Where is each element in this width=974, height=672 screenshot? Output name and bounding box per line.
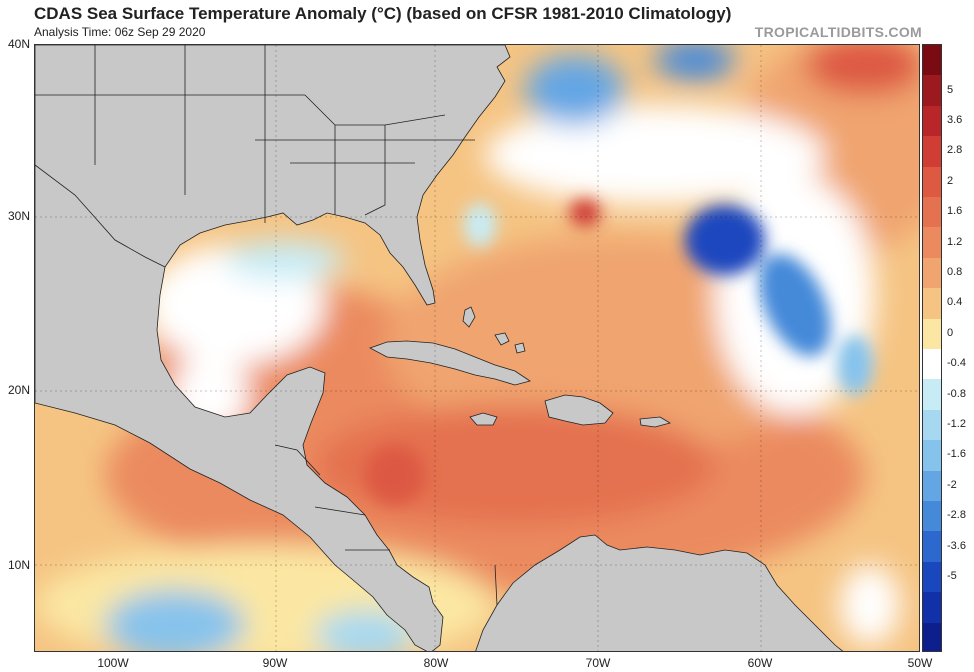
hispaniola-land xyxy=(544,394,614,426)
central-america-lines xyxy=(274,444,498,606)
colorbar-label: -3.6 xyxy=(947,539,966,552)
puerto-rico-land xyxy=(639,416,672,428)
honduras-warm xyxy=(365,445,425,505)
colorbar-label: -2 xyxy=(947,478,957,491)
colorbar-segment xyxy=(923,501,941,532)
land xyxy=(35,45,844,651)
ne-warm-spot xyxy=(805,45,919,95)
colorbar-segment xyxy=(923,470,941,502)
colorbar-segment xyxy=(923,531,941,563)
colorbar-label: -0.8 xyxy=(947,387,966,400)
colorbar-label: 0.4 xyxy=(947,296,963,309)
north-cool xyxy=(655,45,735,80)
colorbar-segment xyxy=(923,105,941,137)
lat-label-30n: 30N xyxy=(7,209,30,223)
colorbar-label: 1.6 xyxy=(947,205,963,218)
colorbar-label: 0 xyxy=(947,326,954,339)
colorbar-label: 1.2 xyxy=(947,235,963,248)
anomaly-field xyxy=(35,45,919,651)
colorbar-segment xyxy=(923,136,941,168)
cold-band xyxy=(759,253,831,357)
lat-label-40n: 40N xyxy=(7,37,30,51)
colorbar-label: -0.4 xyxy=(947,357,966,370)
lat-label-20n: 20N xyxy=(7,383,30,397)
colorbar-segment xyxy=(923,440,941,472)
east-atlantic-neutral xyxy=(840,565,900,645)
colorbar-label: -1.6 xyxy=(947,448,966,461)
cuba-land xyxy=(369,340,531,386)
colorbar-label: 0.8 xyxy=(947,266,963,278)
colorbar-segment xyxy=(923,75,941,107)
cool-eddy xyxy=(464,203,496,247)
colorbar-segment xyxy=(923,622,941,651)
bahamas-land xyxy=(462,306,526,354)
colorbar-label: -1.2 xyxy=(947,418,966,430)
colorbar-label: 5 xyxy=(947,83,954,96)
lon-label-50w: 50W xyxy=(907,656,933,670)
lon-label-70w: 70W xyxy=(585,656,611,670)
chart-title: CDAS Sea Surface Temperature Anomaly (°C… xyxy=(34,4,732,23)
jamaica-land xyxy=(469,412,498,426)
source-watermark: TROPICALTIDBITS.COM xyxy=(754,24,922,40)
colorbar-segment xyxy=(923,409,941,441)
colorbar-segment xyxy=(923,561,941,593)
lon-label-60w: 60W xyxy=(747,656,773,670)
colorbar-label: -2.8 xyxy=(947,509,966,522)
se-pacific-cool xyxy=(315,610,415,651)
warm-eddy xyxy=(569,199,601,227)
lon-label-90w: 90W xyxy=(262,656,288,670)
pacific-cool xyxy=(105,590,245,651)
colorbar-segment xyxy=(923,379,941,411)
map-svg xyxy=(35,45,919,651)
south-america-land xyxy=(475,534,844,651)
colorbar-segment xyxy=(923,166,941,198)
colorbar-segment xyxy=(923,45,941,76)
lon-label-80w: 80W xyxy=(423,656,449,670)
lon-label-100w: 100W xyxy=(97,656,129,670)
gulfstream-neutral xyxy=(485,105,825,205)
colorbar-segment xyxy=(923,227,941,259)
colorbar xyxy=(922,44,942,652)
ne-cool xyxy=(525,55,625,125)
colorbar-label: 3.6 xyxy=(947,114,963,126)
colorbar-segment xyxy=(923,257,941,289)
gulf-north-cool xyxy=(225,240,345,280)
sst-anomaly-map xyxy=(34,44,920,652)
colorbar-segment xyxy=(923,288,941,320)
gridlines xyxy=(35,45,919,651)
analysis-time: Analysis Time: 06z Sep 29 2020 xyxy=(34,25,206,39)
north-america-land xyxy=(35,45,511,651)
colorbar-segment xyxy=(923,197,941,228)
colorbar-label: 2 xyxy=(947,174,954,187)
cold-core xyxy=(685,205,765,275)
cold-tail xyxy=(837,335,873,395)
colorbar-segment xyxy=(923,318,941,350)
colorbar-segment xyxy=(923,349,941,380)
boundaries xyxy=(35,45,498,606)
mexico-border xyxy=(35,164,166,268)
colorbar-label: 2.8 xyxy=(947,144,963,157)
colorbar-label: -5 xyxy=(947,570,957,582)
colorbar-segment xyxy=(923,592,941,624)
lat-label-10n: 10N xyxy=(7,558,30,572)
us-state-lines xyxy=(35,45,475,223)
